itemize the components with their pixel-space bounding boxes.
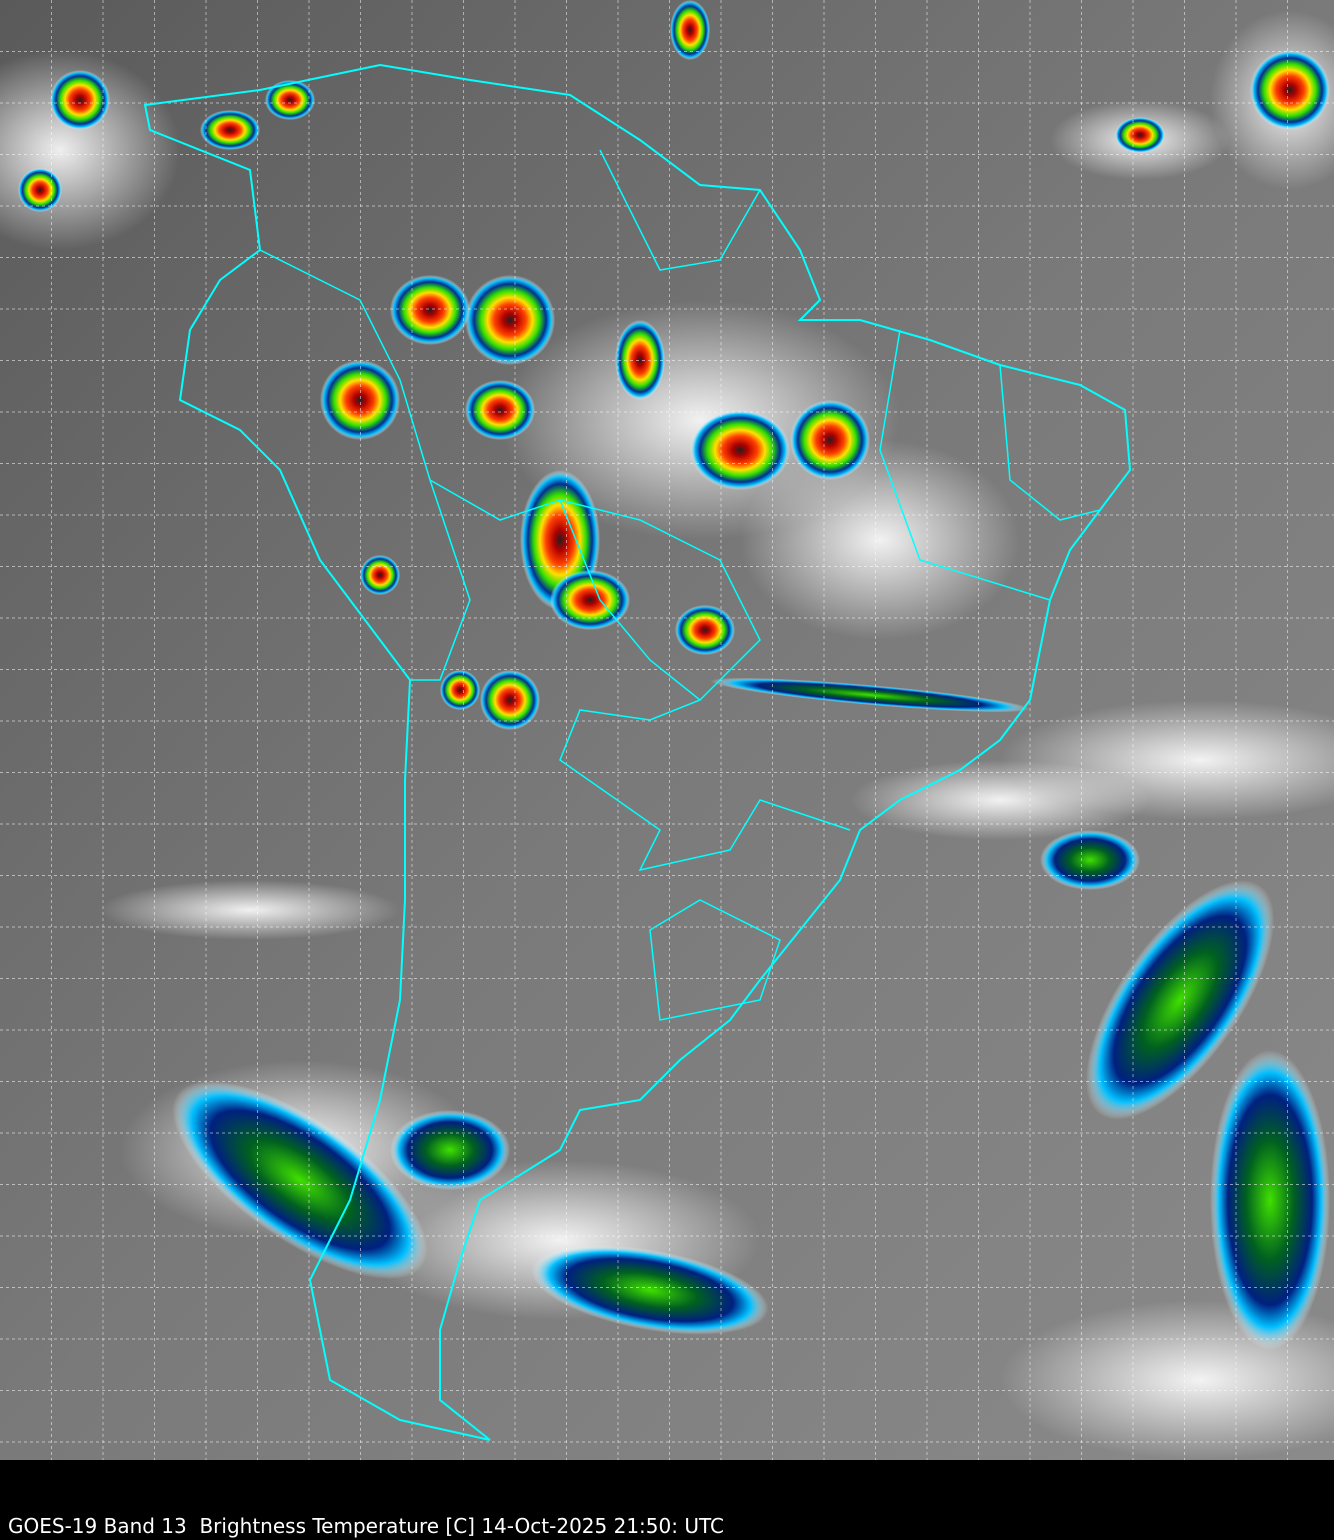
convective-cell bbox=[1250, 50, 1330, 130]
cloud bbox=[850, 760, 1150, 840]
convective-cell bbox=[18, 168, 62, 212]
cold-cloud-band bbox=[1210, 1050, 1330, 1350]
cold-cloud-band bbox=[710, 677, 1030, 713]
south-america-coastline bbox=[143, 63, 1132, 1441]
lat-lon-grid bbox=[0, 0, 1334, 1460]
convective-cell bbox=[440, 670, 480, 710]
convective-cell bbox=[390, 275, 470, 345]
convective-cell bbox=[265, 80, 315, 120]
cold-cloud-band bbox=[531, 1245, 769, 1335]
convective-cell bbox=[670, 0, 710, 60]
cold-cloud-band bbox=[172, 1080, 428, 1280]
convective-cell bbox=[615, 320, 665, 400]
convective-cell bbox=[790, 400, 870, 480]
cold-cloud-band bbox=[1085, 880, 1275, 1120]
convective-cell bbox=[550, 570, 630, 630]
convective-cell bbox=[1115, 117, 1165, 153]
satellite-image bbox=[0, 0, 1334, 1460]
cold-cloud-band bbox=[1040, 830, 1140, 890]
convective-cell bbox=[465, 275, 555, 365]
image-caption: GOES-19 Band 13 Brightness Temperature [… bbox=[8, 1514, 724, 1538]
convective-cell bbox=[480, 670, 540, 730]
convective-cell bbox=[675, 605, 735, 655]
storm-layer bbox=[18, 0, 1330, 1350]
convective-cell bbox=[200, 110, 260, 150]
convective-cell bbox=[465, 380, 535, 440]
country-borders bbox=[259, 149, 1101, 1021]
convective-cell bbox=[50, 70, 110, 130]
convective-cell bbox=[320, 360, 400, 440]
cloud bbox=[500, 300, 900, 540]
convective-cell bbox=[360, 555, 400, 595]
cold-cloud-band bbox=[390, 1110, 510, 1190]
convective-cell bbox=[690, 410, 790, 490]
cloud bbox=[100, 880, 400, 940]
